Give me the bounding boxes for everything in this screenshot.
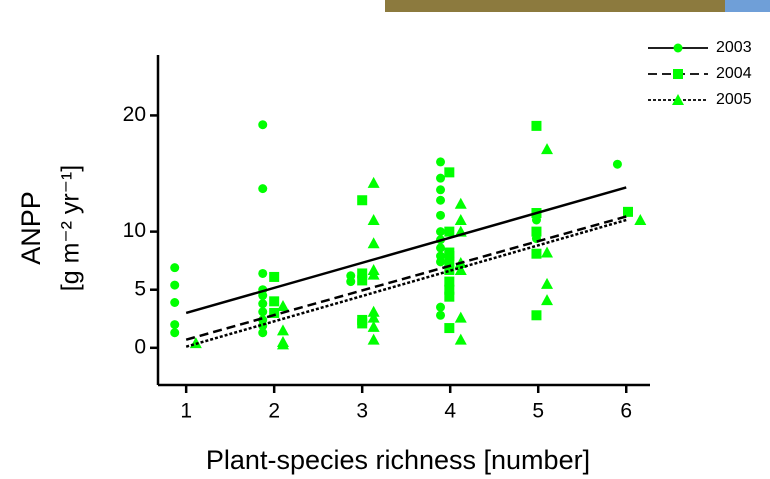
point	[444, 276, 455, 287]
point	[436, 257, 446, 267]
point	[436, 227, 446, 237]
point	[258, 184, 268, 194]
point	[367, 214, 380, 225]
point	[436, 185, 446, 195]
point	[269, 307, 280, 318]
point	[367, 333, 380, 345]
point	[634, 214, 647, 225]
point	[357, 275, 368, 286]
point	[170, 298, 180, 307]
point	[258, 328, 268, 338]
point	[357, 318, 368, 329]
x-tick-label: 2	[268, 400, 280, 423]
point	[673, 43, 683, 53]
photo-strip	[385, 0, 725, 12]
point	[673, 69, 683, 79]
point	[258, 291, 268, 301]
point	[258, 268, 268, 278]
point	[541, 294, 554, 306]
point	[258, 299, 268, 309]
point	[531, 248, 542, 259]
point	[541, 246, 554, 258]
trend-line	[185, 218, 627, 348]
point	[444, 226, 455, 237]
point	[444, 284, 455, 295]
point	[367, 311, 380, 323]
point	[612, 159, 622, 169]
point	[541, 143, 554, 155]
point	[170, 320, 180, 330]
point	[444, 291, 455, 302]
point	[454, 333, 467, 345]
point	[258, 307, 268, 317]
point	[269, 271, 280, 282]
x-tick-label: 1	[180, 400, 192, 423]
legend-label: 2004	[716, 65, 752, 82]
point	[444, 251, 455, 262]
y-tick-label: 5	[134, 277, 146, 300]
point	[276, 324, 289, 336]
y-tick-label: 0	[134, 335, 146, 358]
point	[357, 268, 368, 279]
point	[436, 243, 446, 253]
x-tick-label: 4	[444, 400, 456, 423]
point	[276, 338, 289, 350]
point	[444, 167, 455, 178]
point	[444, 256, 455, 267]
point	[269, 296, 280, 307]
point	[258, 120, 268, 130]
point	[436, 195, 446, 205]
point	[541, 277, 554, 289]
y-tick-label: 10	[123, 219, 146, 242]
point	[367, 268, 380, 280]
point	[276, 299, 289, 311]
trend-line	[185, 186, 627, 315]
y-tick-label: 20	[123, 103, 146, 126]
point	[367, 176, 380, 188]
legend-label: 2005	[716, 91, 752, 108]
x-tick-label: 3	[356, 400, 368, 423]
point	[367, 320, 380, 332]
x-tick-label: 5	[532, 400, 544, 423]
point	[454, 311, 467, 323]
point	[454, 214, 467, 225]
point	[444, 264, 455, 275]
point	[444, 323, 455, 334]
x-tick-label: 6	[620, 400, 632, 423]
y-axis-unit: [g m⁻² yr⁻¹]	[57, 165, 85, 291]
point	[170, 263, 180, 273]
point	[531, 120, 542, 131]
point	[454, 263, 467, 275]
point	[357, 195, 368, 206]
point	[436, 210, 446, 220]
photo-strip	[725, 0, 770, 12]
point	[367, 305, 380, 317]
point	[436, 157, 446, 167]
point	[454, 197, 467, 209]
point	[622, 206, 633, 217]
point	[367, 237, 380, 249]
point	[170, 328, 180, 338]
point	[436, 173, 446, 183]
point	[436, 302, 446, 312]
trend-line	[185, 215, 627, 341]
point	[531, 310, 542, 321]
legend-label: 2003	[716, 39, 752, 56]
x-axis-label: Plant-species richness [number]	[206, 445, 590, 475]
point	[672, 94, 684, 105]
point	[170, 280, 180, 290]
y-axis-label: ANPP	[16, 191, 46, 265]
point	[531, 226, 542, 237]
point	[436, 310, 446, 320]
point	[346, 277, 356, 287]
